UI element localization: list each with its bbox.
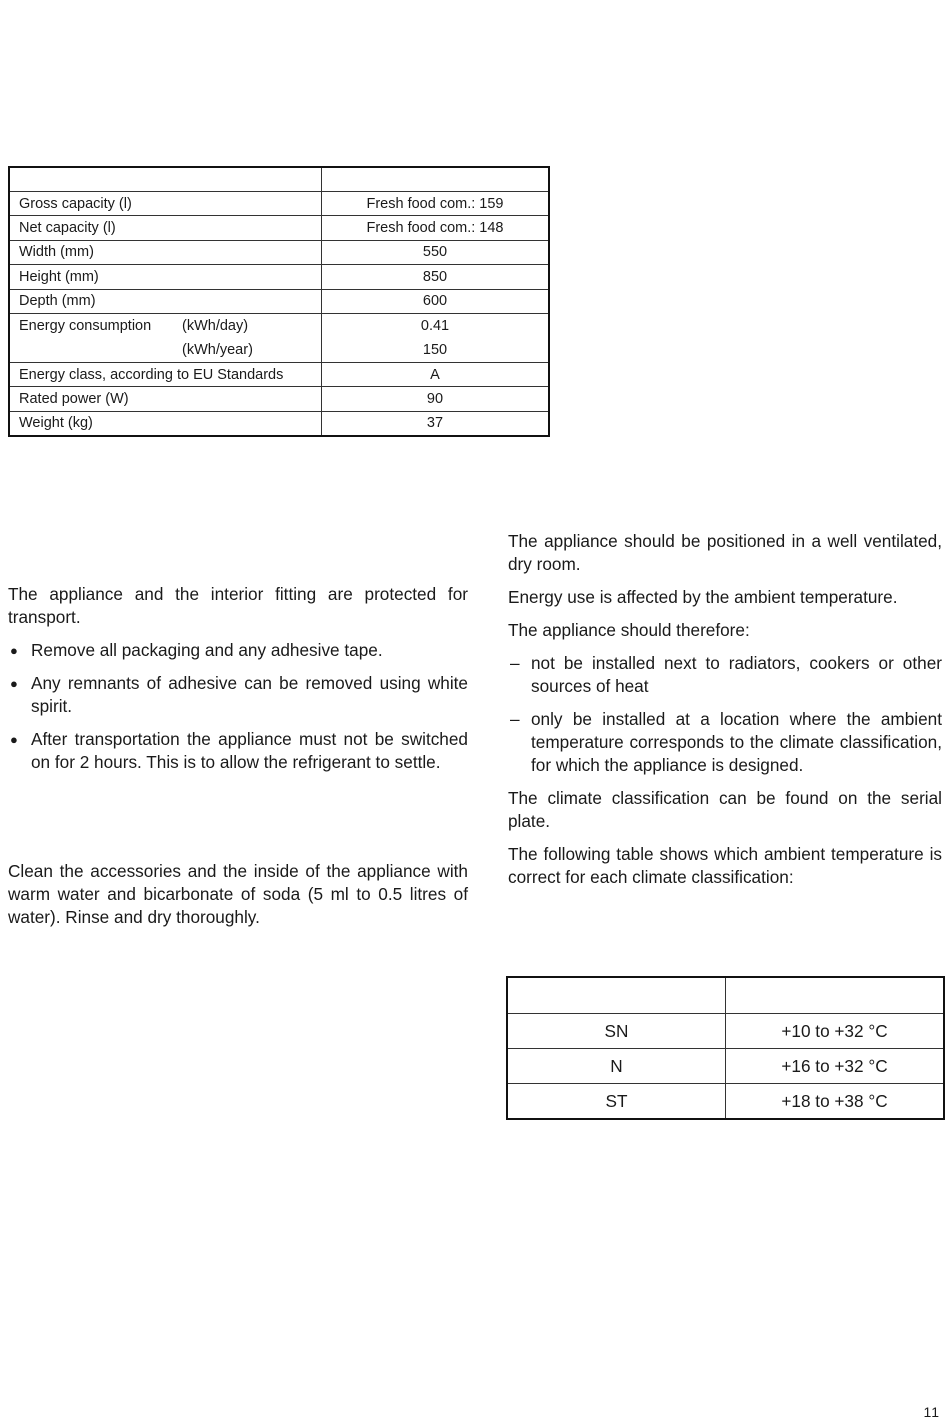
table-header-row xyxy=(8,166,550,192)
row-label: Height (mm) xyxy=(8,264,322,290)
header-cell xyxy=(506,976,726,1014)
table-row: ST +18 to +38 °C xyxy=(506,1083,945,1120)
climate-class: ST xyxy=(506,1083,726,1120)
climate-class: SN xyxy=(506,1013,726,1049)
row-label: Net capacity (l) xyxy=(8,215,322,241)
row-value: 850 xyxy=(321,264,550,290)
value-day: 0.41 xyxy=(420,317,450,334)
table-row: N +16 to +32 °C xyxy=(506,1048,945,1084)
location-section: The appliance should be positioned in a … xyxy=(508,530,942,899)
temperature-range: +16 to +32 °C xyxy=(725,1048,945,1084)
table-row: Gross capacity (l) Fresh food com.: 159 xyxy=(8,190,550,217)
table-header-row xyxy=(506,976,945,1014)
paragraph: Energy use is affected by the ambient te… xyxy=(508,587,898,607)
row-value: 90 xyxy=(321,386,550,412)
list-item: ● Any remnants of adhesive can be removed… xyxy=(10,673,468,716)
bullet-icon: ● xyxy=(10,732,18,747)
row-label: Rated power (W) xyxy=(8,386,322,412)
header-cell xyxy=(321,166,550,192)
bullet-icon: ● xyxy=(10,643,18,658)
row-value: 37 xyxy=(321,410,550,437)
list-item: – not be installed next to radiators, coo… xyxy=(510,653,942,696)
page-number: 11 xyxy=(923,1404,940,1420)
paragraph: The appliance should be positioned in a … xyxy=(508,531,942,574)
table-row: Height (mm) 850 xyxy=(8,264,550,290)
unpacking-section: The appliance and the interior fitting a… xyxy=(8,583,468,784)
table-row: Weight (kg) 37 xyxy=(8,410,550,437)
unit-year: (kWh/year) xyxy=(182,341,253,358)
dash-icon: – xyxy=(510,709,520,729)
row-value: 550 xyxy=(321,239,550,266)
row-label: Width (mm) xyxy=(8,239,322,266)
temperature-range: +10 to +32 °C xyxy=(725,1013,945,1049)
row-value: Fresh food com.: 148 xyxy=(321,215,550,241)
table-row: SN +10 to +32 °C xyxy=(506,1013,945,1049)
technical-data-table: Gross capacity (l) Fresh food com.: 159 N… xyxy=(8,166,550,438)
row-value: A xyxy=(321,361,550,388)
header-cell xyxy=(8,166,322,192)
climate-class-table: SN +10 to +32 °C N +16 to +32 °C ST +18 to … xyxy=(506,976,945,1120)
table-row-energy: Energy consumption (kWh/day) (kWh/year) 0… xyxy=(8,312,550,363)
list-item: – only be installed at a location where t… xyxy=(510,709,942,775)
dash-icon: – xyxy=(510,653,520,673)
intro-paragraph: The appliance and the interior fitting a… xyxy=(8,584,468,627)
table-row: Net capacity (l) Fresh food com.: 148 xyxy=(8,215,550,241)
list-item: ● Remove all packaging and any adhesive t… xyxy=(10,640,383,660)
row-label: Energy consumption xyxy=(19,317,152,334)
paragraph: The climate classification can be found … xyxy=(508,788,942,831)
value-year: 150 xyxy=(422,341,448,358)
row-value: Fresh food com.: 159 xyxy=(321,190,550,217)
table-row: Width (mm) 550 xyxy=(8,239,550,266)
cleaning-paragraph: Clean the accessories and the inside of … xyxy=(8,861,468,927)
temperature-range: +18 to +38 °C xyxy=(725,1083,945,1120)
unit-day: (kWh/day) xyxy=(182,317,249,334)
paragraph: The following table shows which ambient … xyxy=(508,844,942,887)
table-row: Energy class, according to EU Standards A xyxy=(8,361,550,388)
climate-class: N xyxy=(506,1048,726,1084)
bullet-icon: ● xyxy=(10,676,18,691)
row-label: Weight (kg) xyxy=(8,410,322,437)
row-label: Depth (mm) xyxy=(8,288,322,314)
list-item: ● After transportation the appliance must… xyxy=(10,729,468,772)
header-cell xyxy=(725,976,945,1014)
table-row: Rated power (W) 90 xyxy=(8,386,550,412)
row-value: 600 xyxy=(321,288,550,314)
row-label: Gross capacity (l) xyxy=(8,190,322,217)
cleaning-section: Clean the accessories and the inside of … xyxy=(8,860,468,939)
paragraph: The appliance should therefore: xyxy=(508,620,750,640)
table-row: Depth (mm) 600 xyxy=(8,288,550,314)
row-label: Energy class, according to EU Standards xyxy=(8,361,322,388)
